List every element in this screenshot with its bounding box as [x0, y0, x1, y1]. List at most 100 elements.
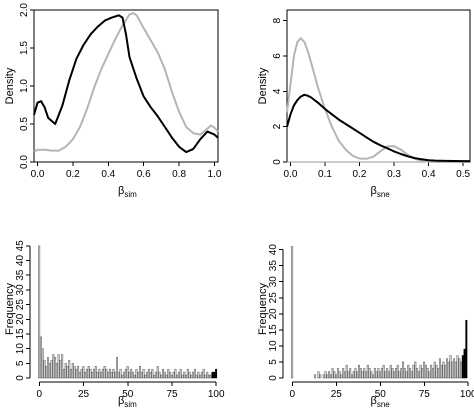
x-axis-title: βsne [371, 185, 391, 199]
x-tick-label: 0.6 [137, 169, 151, 180]
histogram-bar [350, 374, 353, 379]
histogram-bar [91, 371, 94, 379]
histogram-bar [386, 368, 389, 379]
histogram-bar [453, 358, 455, 379]
histogram-bar [183, 371, 186, 379]
histogram-bar [435, 364, 438, 379]
chart-panel-3: 0 25 50 75 100 0 5 10 15 20 25 30 35 40 45 Frequency βsi… [4, 240, 225, 409]
histogram-bar [402, 361, 404, 379]
histogram-bar [197, 371, 200, 379]
histogram-bar [41, 348, 44, 379]
histogram-bar [430, 364, 433, 379]
histogram-bar [146, 371, 149, 379]
histogram-bar [100, 371, 103, 379]
histogram-bar [66, 366, 69, 379]
density-line-1 [33, 12, 219, 153]
histogram-bar [77, 366, 80, 379]
histogram-bar [186, 368, 189, 379]
histogram-bar [126, 366, 129, 379]
histogram-bar [61, 354, 64, 379]
histogram-bar [354, 368, 357, 379]
histogram-bar [324, 371, 327, 379]
y-tick-label: 40 [268, 244, 279, 256]
y-tick-label: 6 [272, 53, 283, 59]
y-tick-label: 20 [15, 313, 26, 325]
histogram-bar [380, 368, 383, 379]
y-tick-label: 15 [268, 324, 279, 336]
histogram-bar [73, 366, 76, 379]
x-tick-label: 0 [37, 389, 43, 400]
histogram-bar [349, 368, 352, 379]
histogram-bar [38, 245, 41, 379]
histogram-bar [64, 363, 67, 379]
density-line-2 [286, 93, 470, 163]
x-tick-label: 0.3 [387, 169, 401, 180]
histogram-bar [78, 371, 81, 379]
histogram-bar [209, 374, 212, 379]
y-tick-label: 25 [15, 299, 26, 311]
histogram-bar [382, 364, 385, 379]
plot-frame [286, 9, 471, 163]
histogram-bar [412, 364, 415, 379]
histogram-bar [373, 368, 376, 379]
histogram-bar [195, 374, 198, 379]
histogram-bar [174, 368, 177, 379]
histogram-bar [185, 374, 187, 379]
histogram-bar [140, 371, 143, 379]
histogram-bar [62, 368, 65, 379]
histogram-bar [105, 368, 108, 379]
histogram-bar [326, 374, 329, 379]
histogram-bar [319, 374, 322, 379]
histogram-bar [372, 374, 375, 379]
histogram-bar [68, 360, 71, 379]
histogram-bar [387, 371, 390, 379]
histogram-bar [142, 368, 145, 379]
histogram-bar [343, 371, 346, 379]
histogram-bar [84, 371, 87, 379]
x-tick-label: 0.2 [353, 169, 367, 180]
histogram-bar [431, 368, 434, 379]
histogram-bar [137, 371, 140, 379]
x-tick-label: 100 [460, 389, 474, 400]
y-tick-label: 25 [268, 292, 279, 304]
histogram-bar [167, 368, 170, 379]
histogram-bar [419, 364, 422, 379]
histogram-bar [437, 368, 440, 379]
histogram-bar [424, 364, 427, 379]
x-tick-label: 25 [331, 389, 343, 400]
histogram-bar [394, 368, 397, 379]
histogram-bar [391, 368, 394, 379]
x-tick-label: 75 [166, 389, 178, 400]
x-axis-title-subscript: sim [124, 400, 137, 409]
histogram-bar [202, 368, 205, 379]
histogram-bar [335, 374, 338, 379]
histogram-bar [192, 371, 195, 379]
histogram-bar [123, 371, 126, 379]
y-tick-label: 0.5 [19, 117, 30, 131]
histogram-bar [398, 371, 401, 379]
histogram-bar [151, 368, 154, 379]
histogram-bar [409, 368, 412, 379]
y-tick-label: 5 [15, 360, 26, 366]
histogram-bar [93, 368, 95, 379]
histogram-bar [43, 360, 46, 379]
histogram-bar [114, 371, 117, 379]
histogram-bar [215, 368, 218, 379]
histogram-bar [368, 368, 371, 379]
histogram-bar [356, 371, 359, 379]
histogram-bar [314, 374, 316, 379]
histogram-bar [47, 357, 49, 379]
histogram-bar [447, 361, 450, 379]
histogram-bar [458, 358, 461, 379]
y-axis-title: Density [4, 67, 16, 104]
histogram-bar [423, 361, 426, 379]
histogram-bar [416, 368, 419, 379]
histogram-bar [116, 357, 118, 379]
histogram-bar [444, 364, 447, 379]
histogram-bar [165, 374, 168, 379]
histogram-bar [108, 368, 111, 379]
y-axis-title: Frequency [257, 283, 269, 335]
x-tick-label: 25 [78, 389, 90, 400]
histogram-bar [336, 368, 339, 379]
histogram-bar [170, 374, 173, 379]
